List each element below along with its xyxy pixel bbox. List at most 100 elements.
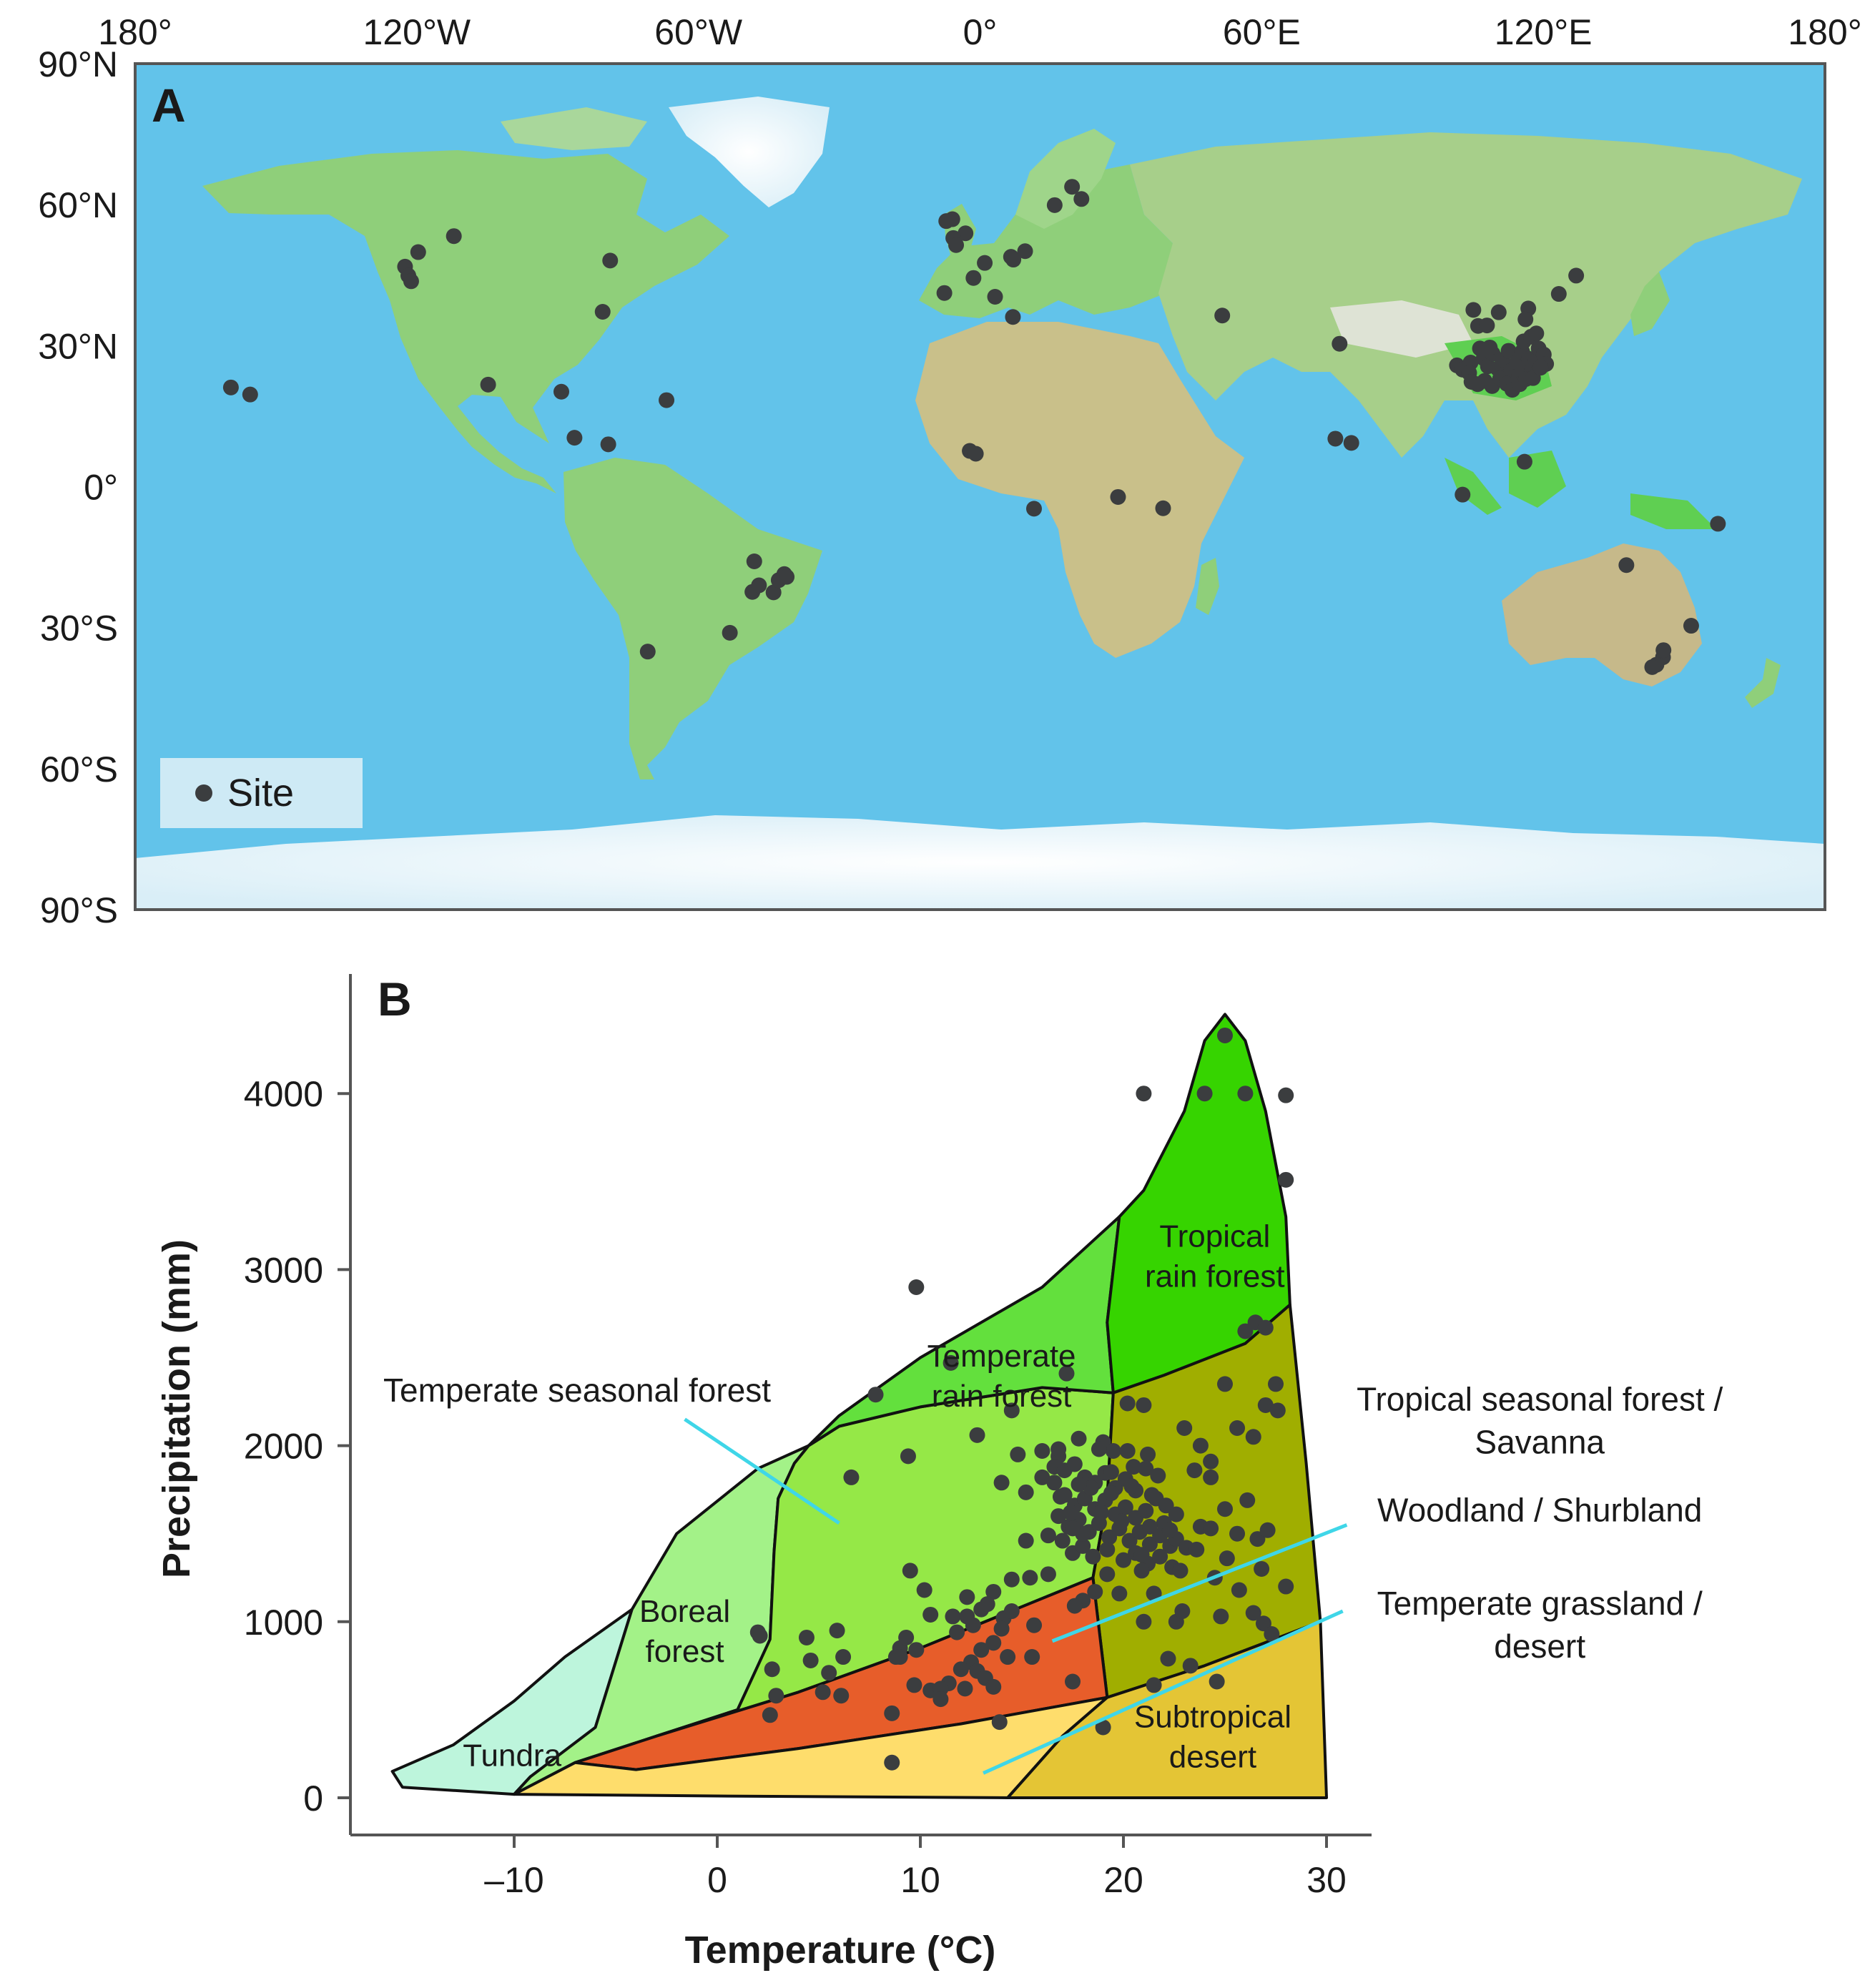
climate-point [1063,1505,1079,1521]
climate-point [1034,1469,1050,1485]
madagascar [1196,558,1219,615]
climate-point [1026,1617,1043,1633]
climate-point [1150,1467,1166,1484]
climate-point [1103,1464,1119,1480]
biome-label: Subtropical [1134,1700,1291,1735]
climate-point [959,1589,975,1605]
climate-point [752,1628,768,1644]
climate-point [1083,1480,1099,1496]
greenland-ice [669,97,830,207]
site-point [1532,360,1549,376]
site-point [1343,435,1359,451]
climate-point [1172,1563,1189,1579]
climate-point [1018,1484,1034,1500]
site-point [1710,516,1726,532]
site-point [1005,309,1021,325]
climate-point [1217,1501,1233,1517]
biome-label: rain forest [932,1379,1072,1414]
climate-point [798,1629,815,1645]
panel-b-letter: B [378,973,412,1025]
climate-point [932,1691,949,1708]
climate-point [1136,1397,1152,1413]
climate-point [1022,1570,1038,1586]
site-point [600,436,616,453]
site-point [751,577,767,594]
north-america-landmass [202,150,729,493]
climate-point [1066,1598,1083,1614]
longitude-tick-labels: 180° 120°W 60°W 0° 60°E 120°E 180° [98,12,1861,52]
climate-point [1075,1537,1091,1554]
site-point [410,244,426,260]
climate-point [1119,1442,1136,1459]
longitude-tick-label: 180° [98,12,172,52]
climate-point [802,1652,819,1668]
climate-point [949,1624,965,1640]
site-point [1516,453,1532,470]
climate-point [768,1688,784,1704]
site-point [977,255,993,271]
climate-point [1101,1529,1118,1545]
site-point [1327,430,1344,447]
climate-point [833,1688,850,1704]
climate-point [1182,1658,1199,1674]
climate-point [1245,1429,1261,1445]
site-point [1517,311,1534,328]
climate-point [1231,1582,1247,1598]
climate-point [1203,1469,1219,1485]
map-legend: Site [160,758,363,828]
climate-point [1174,1603,1191,1620]
climate-point [985,1635,1002,1651]
climate-point [892,1649,908,1665]
climate-point [993,1620,1010,1637]
climate-point [1237,1086,1254,1102]
climate-point [908,1642,925,1658]
climate-point [1111,1585,1128,1602]
site-point [1479,318,1495,334]
australia-landmass [1502,543,1702,687]
biome-label: Tundra [463,1738,561,1773]
new-zealand [1745,658,1781,708]
longitude-tick-label: 60°W [654,12,743,52]
site-point [1618,557,1635,574]
site-point [936,285,953,301]
legend-site-marker [195,784,212,802]
climate-point [1050,1441,1067,1457]
site-point [1155,500,1171,516]
site-point [602,252,619,269]
latitude-tick-label: 60°N [38,185,118,225]
biome-label: Savanna [1475,1423,1605,1460]
site-point [566,430,583,446]
climate-point [1269,1402,1286,1419]
site-point [242,386,258,403]
continents [135,97,1825,910]
climate-point [1058,1365,1075,1382]
climate-point [1126,1459,1142,1475]
climate-point [1192,1437,1209,1454]
temperature-tick-label: 30 [1306,1860,1347,1900]
climate-point [922,1606,939,1623]
europe-landmass [919,164,1173,318]
biome-region-temperate-grassland-desert [513,1696,1109,1799]
biome-label: Temperate grassland / [1377,1585,1703,1622]
africa-landmass [915,322,1244,658]
climate-point [1065,1520,1081,1537]
climate-point [1278,1087,1294,1103]
site-point [1073,191,1090,207]
climate-point [1162,1522,1178,1538]
climate-point [1239,1492,1256,1508]
climate-point [1099,1541,1116,1558]
climate-point [1099,1566,1116,1583]
y-axis-title: Precipitation (mm) [155,1239,198,1578]
site-point [1005,252,1022,268]
climate-point [1071,1430,1087,1447]
biome-label: Boreal [639,1594,730,1629]
map-area: Site [135,64,1825,910]
climate-point [1186,1462,1203,1479]
site-point [1455,486,1471,503]
temperature-tick-label: –10 [484,1860,543,1900]
climate-point [867,1387,884,1403]
climate-point [1160,1650,1176,1667]
site-point [1332,335,1348,352]
precipitation-tick-label: 4000 [244,1074,323,1114]
climate-point [884,1705,900,1721]
